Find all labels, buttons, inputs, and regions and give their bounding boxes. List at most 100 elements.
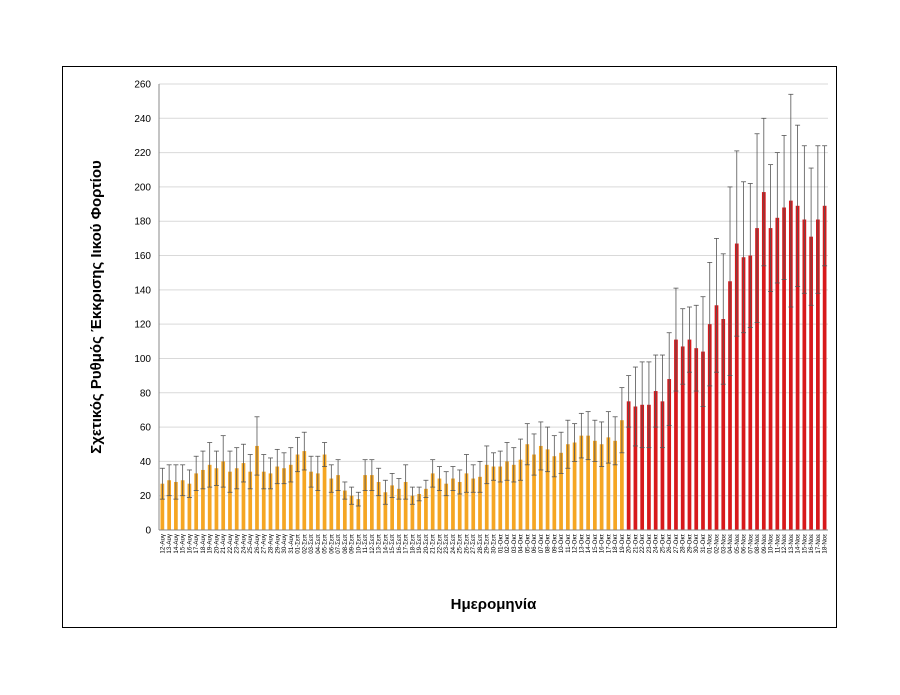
x-tick-label: 06-Νοε — [741, 534, 748, 554]
bar — [809, 236, 813, 530]
x-tick-label: 15-Νοε — [801, 534, 808, 554]
x-tick-label: 22-Σεπ — [436, 534, 443, 554]
error-bar — [295, 436, 301, 473]
error-bar — [247, 454, 253, 490]
x-tick-label: 14-Αυγ — [173, 533, 180, 553]
error-bar — [747, 183, 753, 328]
x-tick-label: 31-Οκτ — [700, 533, 707, 553]
y-tick-label: 20 — [140, 491, 152, 502]
x-tick-label: 22-Οκτ — [639, 533, 646, 553]
y-tick-label: 180 — [134, 217, 151, 228]
chart-frame: 0 20 40 60 80 100 120 140 160 180 200 220 240 260 12-… — [62, 66, 837, 628]
x-tick-label: 06-Σεπ — [328, 534, 335, 554]
error-bar — [416, 486, 422, 502]
error-bar — [227, 450, 233, 493]
bar — [707, 324, 712, 530]
x-tick-label: 13-Σεπ — [376, 534, 383, 554]
error-bar — [612, 416, 618, 466]
x-tick-label: 08-Νοε — [754, 534, 761, 554]
error-bar — [572, 423, 578, 462]
bar — [795, 205, 800, 531]
error-bar — [686, 306, 692, 373]
bar — [221, 461, 226, 530]
bar — [633, 406, 638, 530]
bar — [214, 468, 219, 530]
x-tick-label: 01-Νοε — [707, 534, 714, 554]
error-bar — [673, 287, 679, 392]
bar — [559, 452, 563, 530]
x-tick-label: 30-Αυγ — [281, 533, 288, 553]
error-bar — [322, 442, 328, 467]
error-bar — [524, 423, 530, 466]
y-tick-label: 40 — [140, 457, 152, 468]
bar — [714, 305, 719, 530]
error-bar — [328, 464, 334, 493]
bar — [532, 454, 536, 530]
error-bar — [301, 431, 307, 471]
error-bar — [234, 447, 240, 490]
error-bar — [707, 261, 713, 387]
x-tick-label: 07-Σεπ — [335, 534, 342, 554]
x-tick-label: 30-Σεπ — [491, 534, 498, 554]
bar — [478, 476, 482, 530]
bar — [194, 473, 199, 530]
bar — [356, 499, 361, 530]
error-bar — [349, 486, 355, 505]
error-bar — [619, 387, 625, 454]
bar — [782, 207, 786, 530]
y-tick-label: 140 — [134, 285, 151, 296]
x-tick-label: 14-Σεπ — [382, 534, 389, 554]
y-axis-ticks: 0 20 40 60 80 100 120 140 160 180 200 220 240 260 — [134, 80, 151, 537]
error-bar — [504, 442, 510, 481]
error-bar — [822, 145, 828, 267]
bar — [234, 468, 239, 530]
x-tick-label: 15-Σεπ — [389, 534, 396, 554]
x-tick-label: 26-Σεπ — [463, 534, 470, 554]
bar — [397, 488, 401, 530]
x-tick-label: 20-Οκτ — [626, 533, 633, 553]
error-bar — [801, 145, 807, 294]
x-tick-label: 30-Οκτ — [693, 533, 700, 553]
error-bar — [396, 478, 402, 500]
error-bar — [281, 452, 287, 485]
bar — [674, 339, 678, 530]
bar — [511, 464, 516, 530]
bar — [329, 478, 334, 530]
x-tick-label: 12-Αυγ — [159, 533, 166, 553]
y-tick-label: 80 — [140, 388, 152, 399]
bar — [491, 466, 496, 530]
bar — [640, 404, 645, 530]
bar — [295, 454, 300, 530]
bar — [457, 481, 462, 530]
error-bar — [207, 442, 213, 488]
bar — [572, 442, 577, 530]
x-tick-label: 16-Οκτ — [599, 533, 606, 553]
error-bar — [727, 186, 733, 377]
x-tick-label: 08-Σεπ — [342, 534, 349, 554]
error-bar — [491, 452, 496, 481]
bar — [626, 401, 631, 530]
error-bar — [173, 464, 179, 500]
x-tick-label: 16-Σεπ — [396, 534, 403, 554]
x-tick-label: 10-Οκτ — [558, 533, 565, 553]
error-bar — [288, 447, 294, 483]
bar — [667, 379, 672, 530]
bar — [282, 468, 286, 530]
bar — [586, 435, 590, 530]
bar — [464, 473, 469, 530]
error-bar — [626, 375, 632, 428]
y-tick-label: 220 — [134, 148, 151, 159]
error-bar — [578, 412, 584, 459]
error-bar — [436, 466, 442, 491]
x-tick-label: 20-Σεπ — [423, 534, 430, 554]
error-bar — [268, 457, 273, 490]
bar — [565, 444, 570, 530]
error-bar — [720, 253, 726, 385]
error-bar — [714, 237, 719, 373]
error-bar — [545, 426, 551, 473]
error-bar — [639, 361, 645, 449]
error-bar — [369, 459, 375, 491]
x-tick-label: 12-Σεπ — [369, 534, 376, 554]
bar — [255, 445, 259, 530]
bar — [288, 464, 293, 530]
